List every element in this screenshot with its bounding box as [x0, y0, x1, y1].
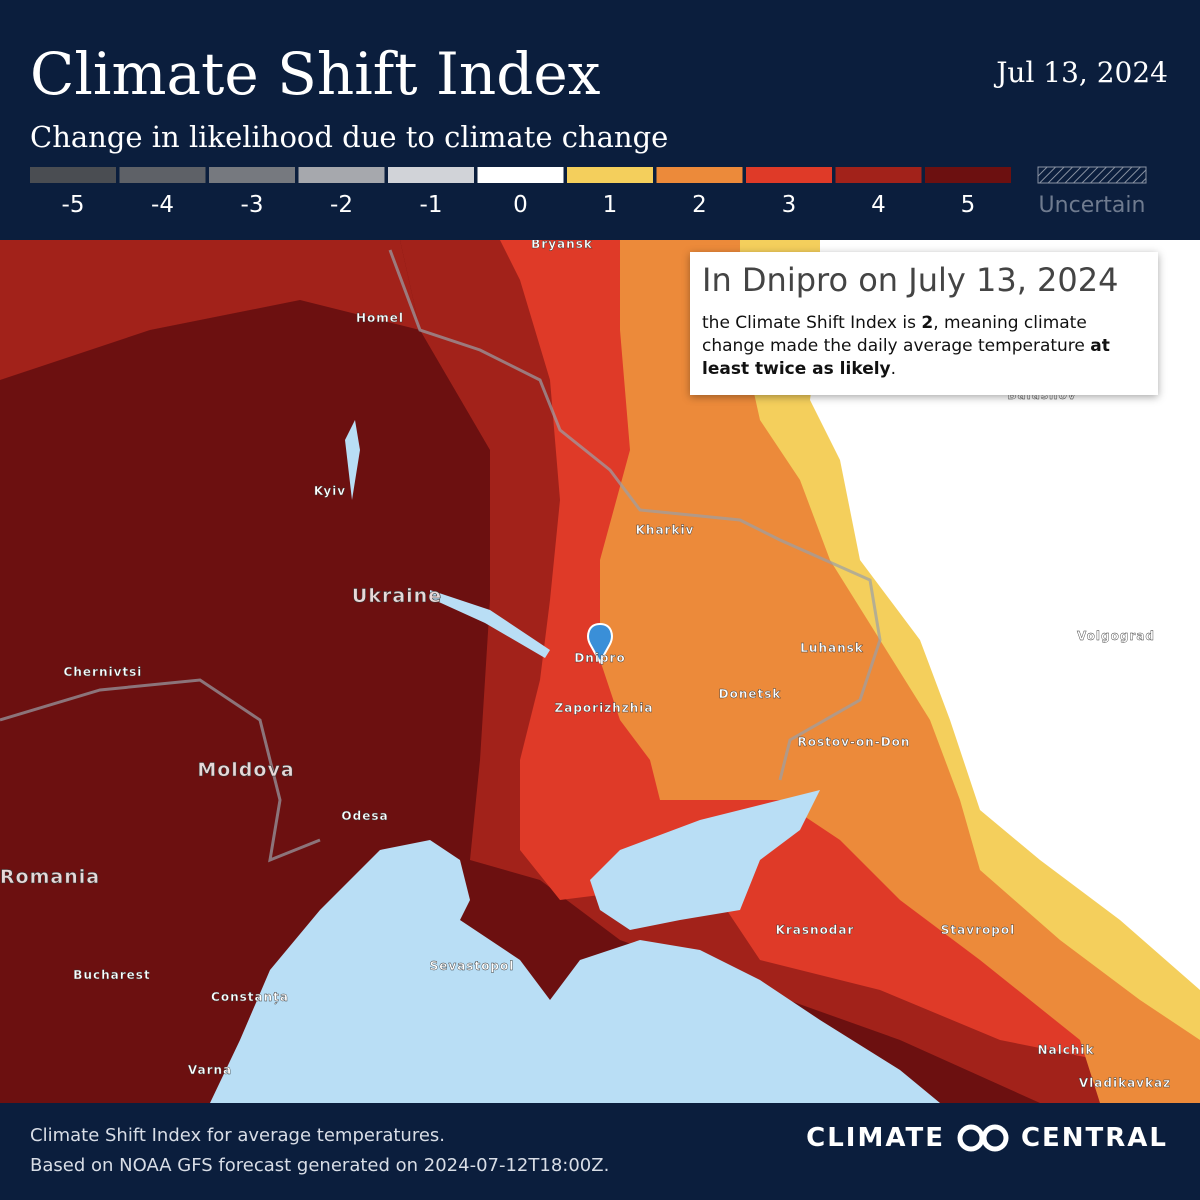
place-label: Varna	[188, 1063, 232, 1077]
place-label: Odesa	[341, 809, 388, 823]
legend-label: 2	[692, 192, 707, 218]
legend-label: 5	[961, 192, 976, 218]
place-label: Bryansk	[531, 240, 593, 251]
footer-line: Climate Shift Index for average temperat…	[30, 1125, 446, 1146]
legend-label: 4	[871, 192, 886, 218]
legend-swatch	[30, 167, 116, 183]
place-label: Luhansk	[800, 641, 864, 655]
place-label: Kharkiv	[636, 523, 695, 537]
place-label: Donetsk	[719, 687, 782, 701]
legend-swatch	[656, 167, 743, 183]
legend-swatch	[567, 167, 653, 183]
legend-swatch	[119, 167, 206, 183]
logo-icon	[957, 1124, 1009, 1152]
legend-label: -5	[62, 192, 85, 218]
callout-value: 2	[921, 313, 934, 333]
callout-text: , meaning climate change made the daily …	[702, 313, 1091, 356]
place-label: Rostov-on-Don	[798, 735, 911, 749]
place-label: Moldova	[197, 759, 294, 781]
sea	[210, 840, 940, 1103]
place-label: Kyiv	[314, 484, 346, 498]
legend-label: 3	[782, 192, 797, 218]
footer: Climate Shift Index for average temperat…	[0, 1103, 1200, 1200]
uncertain-swatch	[1037, 166, 1147, 184]
legend-swatch	[477, 167, 564, 183]
place-label: Dnipro	[574, 651, 625, 665]
logo: CLIMATE CENTRAL	[806, 1123, 1168, 1153]
legend-label: -3	[241, 192, 264, 218]
legend-label: -2	[330, 192, 353, 218]
legend-label: -1	[420, 192, 443, 218]
legend-swatch	[298, 167, 385, 183]
legend-swatch	[209, 167, 295, 183]
place-label: Chernivtsi	[64, 665, 143, 679]
region	[810, 240, 1200, 990]
border	[388, 249, 882, 781]
border	[0, 678, 321, 863]
place-label: Constanța	[211, 990, 289, 1004]
legend-swatch	[746, 167, 832, 183]
place-label: Homel	[356, 311, 404, 325]
callout-emphasis: at least twice as likely	[702, 336, 1110, 379]
legend-label: -4	[151, 192, 174, 218]
logo-text: CENTRAL	[1020, 1123, 1168, 1153]
legend-label: 1	[603, 192, 618, 218]
region	[0, 240, 420, 380]
callout-text: .	[890, 359, 897, 379]
logo-text: CLIMATE	[806, 1123, 945, 1153]
date: Jul 13, 2024	[996, 56, 1168, 89]
place-label: Sevastopol	[430, 959, 515, 973]
subtitle: Change in likelihood due to climate chan…	[30, 120, 669, 154]
place-label: Stavropol	[941, 923, 1015, 937]
place-label: Krasnodar	[776, 923, 855, 937]
sea	[590, 790, 820, 930]
place-label: Ukraine	[352, 585, 442, 607]
callout-title: In Dnipro on July 13, 2024	[702, 261, 1119, 299]
title: Climate Shift Index	[30, 40, 601, 108]
place-label: Nalchik	[1037, 1043, 1094, 1057]
uncertain-label: Uncertain	[1039, 193, 1146, 218]
place-label: Romania	[0, 866, 100, 888]
legend-label: 0	[513, 192, 528, 218]
callout: In Dnipro on July 13, 2024 the Climate S…	[690, 252, 1158, 395]
legend-swatch	[835, 167, 922, 183]
place-label: Zaporizhzhia	[555, 701, 654, 715]
place-label: Vladikavkaz	[1079, 1076, 1171, 1090]
legend-swatch	[925, 167, 1011, 183]
place-label: Bucharest	[73, 968, 150, 982]
place-label: Volgograd	[1077, 629, 1155, 643]
location-pin	[587, 622, 613, 665]
footer-line: Based on NOAA GFS forecast generated on …	[30, 1155, 610, 1176]
legend: Uncertain -5 -4 -3 -2 -1 0 1 2 3 4 5	[30, 166, 1147, 218]
legend-swatch	[388, 167, 474, 183]
callout-text: the Climate Shift Index is	[702, 313, 922, 333]
